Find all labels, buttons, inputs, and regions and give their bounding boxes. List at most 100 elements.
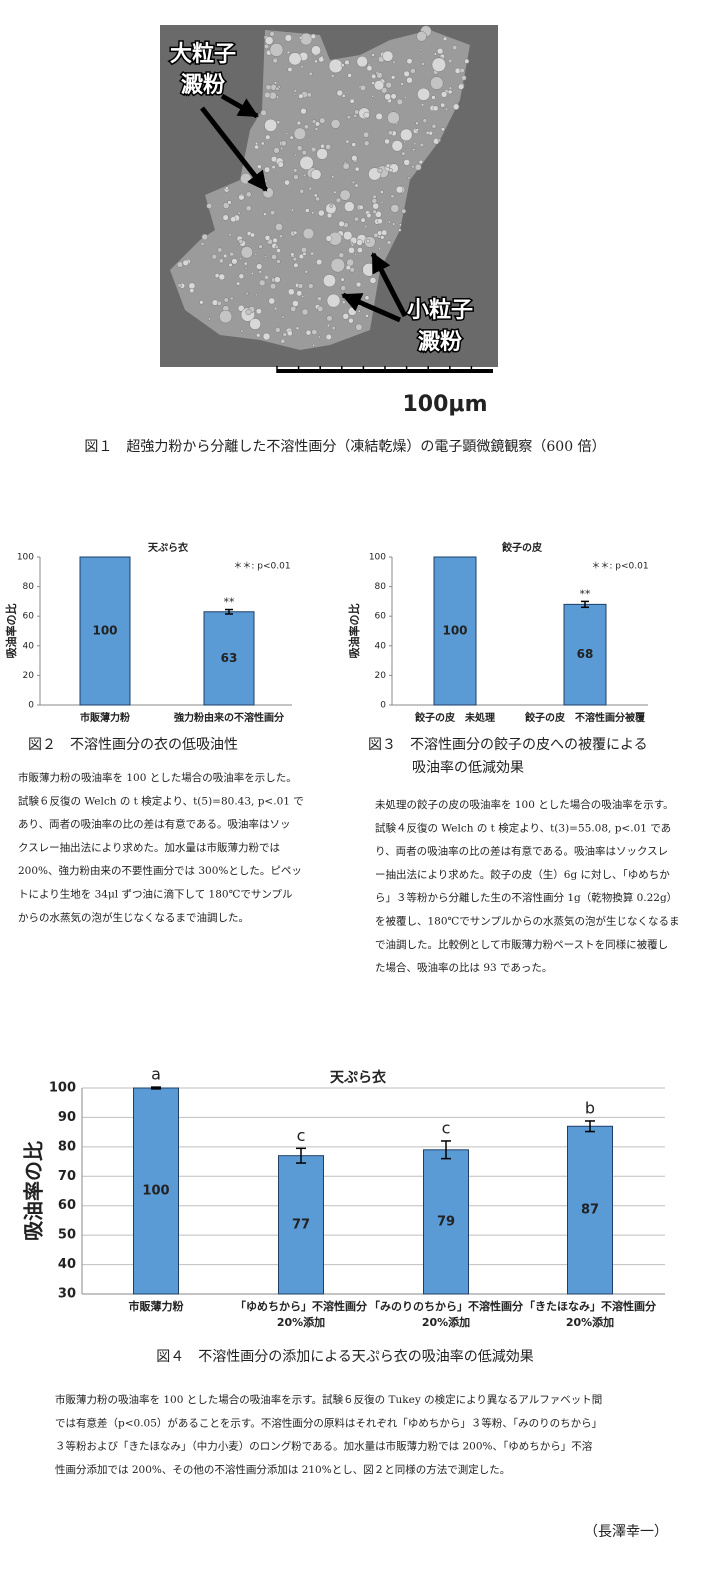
particle (245, 291, 249, 296)
particle (372, 194, 377, 200)
particle (315, 121, 321, 127)
author: （長澤幸一） (584, 1524, 668, 1540)
particle (311, 45, 322, 56)
y-axis-label: 吸油率の比 (22, 1141, 46, 1241)
particle (290, 208, 294, 212)
particle (287, 67, 293, 73)
particle (371, 53, 375, 57)
particle (271, 254, 277, 260)
particle (274, 244, 279, 250)
particle (206, 203, 213, 209)
particle (388, 130, 394, 136)
particle (390, 75, 396, 80)
particle (274, 276, 281, 283)
particle (452, 103, 460, 110)
figure-caption: 図１ 超強力粉から分離した不溶性画分（凍結乾燥）の電子顕微鏡観察（600 倍） (84, 439, 605, 455)
particle (348, 317, 354, 324)
particle (342, 313, 350, 320)
particle (363, 131, 370, 138)
particle (343, 201, 355, 212)
particle (377, 167, 383, 174)
note-text: り、両者の吸油率の比の差は有意である。吸油率はソックスレ (375, 845, 668, 858)
particle (273, 81, 278, 85)
significance-label: ** (224, 596, 236, 609)
particle (325, 333, 332, 341)
particle (330, 119, 341, 129)
particle (318, 209, 325, 217)
figure-caption: 図３ 不溶性画分の餃子の皮への被覆による (368, 737, 648, 753)
particle (250, 232, 255, 238)
y-tick-label: 0 (380, 701, 386, 711)
particle (274, 306, 278, 311)
particle (304, 208, 310, 213)
particle (293, 262, 299, 268)
particle (222, 202, 230, 209)
particle (275, 86, 280, 91)
particle (211, 254, 217, 260)
y-tick-label: 100 (17, 553, 34, 563)
particle (263, 212, 267, 216)
note-text: 試験６反復の Welch の t 検定より、t(5)=80.43, p<.01 … (18, 794, 304, 807)
particle (364, 295, 370, 301)
particle (243, 261, 248, 266)
particle (264, 235, 271, 241)
particle (245, 205, 252, 212)
particle (325, 235, 333, 242)
bar (203, 611, 255, 706)
y-tick-label: 20 (23, 671, 35, 681)
particle (413, 142, 417, 146)
particle (429, 76, 444, 90)
particle (400, 82, 404, 86)
particle (177, 283, 182, 288)
particle (444, 107, 449, 111)
particle (388, 168, 393, 173)
particle (344, 59, 350, 66)
particle (419, 142, 425, 148)
particle (392, 222, 396, 226)
particle (293, 230, 298, 235)
particle (290, 252, 295, 257)
particle (237, 211, 241, 215)
particle (390, 204, 400, 213)
particle (356, 55, 368, 68)
particle (250, 272, 254, 275)
particle (320, 143, 325, 149)
particle (260, 109, 267, 117)
particle (314, 127, 319, 131)
particle (366, 238, 371, 244)
particle (407, 176, 411, 180)
particle (276, 248, 281, 253)
bar-value-label: 100 (92, 624, 117, 638)
particle (415, 121, 419, 125)
particle (342, 162, 350, 170)
particle (254, 144, 259, 150)
y-tick-label: 80 (375, 582, 387, 592)
y-tick-label: 100 (49, 1081, 76, 1096)
particle (371, 198, 378, 204)
particle (238, 273, 245, 280)
particle (431, 95, 436, 100)
note-text: ー抽出法により求めた。餃子の皮（生）6g に対し、「ゆめちか (375, 868, 670, 881)
particle (431, 123, 437, 129)
bar (433, 556, 477, 706)
particle (277, 266, 280, 270)
bar-value-label: 87 (581, 1203, 599, 1218)
particle (436, 47, 444, 55)
bar-value-label: 100 (442, 624, 467, 638)
particle (417, 87, 431, 101)
particle (356, 239, 363, 246)
particle (295, 326, 300, 331)
particle (338, 252, 345, 258)
particle (272, 57, 278, 64)
particle (365, 314, 369, 318)
significance-label: c (442, 1118, 451, 1137)
particle (264, 166, 271, 173)
particle (366, 212, 372, 219)
particle (294, 153, 298, 157)
y-tick-label: 60 (375, 612, 387, 622)
particle (288, 52, 302, 66)
particle (411, 164, 415, 169)
particle (347, 73, 352, 78)
note-text: では有意差（p<0.05）があることを示す。不溶性画分の原料はそれぞれ「ゆめちか… (55, 1416, 602, 1429)
particle (351, 180, 356, 185)
